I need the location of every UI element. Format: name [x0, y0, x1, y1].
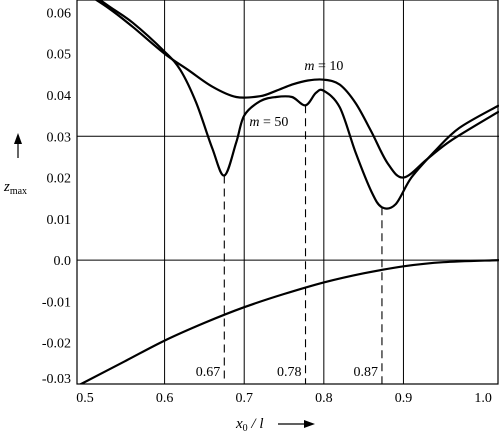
x-tick-label: 0.6 [156, 391, 174, 406]
annotation-label: 0.78 [277, 365, 302, 380]
grid-lines [77, 0, 499, 384]
y-tick-label: 0.05 [47, 48, 72, 63]
series-line-0 [94, 0, 499, 179]
y-tick-labels: 0.06 0.05 0.04 0.03 0.02 0.01 0.0 -0.01 -0.02 -0.… [42, 6, 71, 387]
x-tick-label: 0.8 [315, 391, 333, 406]
x-axis-label-sub: 0 [243, 423, 248, 434]
series-labels: m = 10 m = 50 [249, 59, 343, 130]
y-tick-label: 0.01 [47, 213, 72, 228]
y-tick-label: 0.04 [47, 89, 72, 104]
x-tick-label: 1.0 [474, 391, 492, 406]
y-tick-label: 0.0 [54, 254, 72, 269]
series-label-1: m = 50 [249, 115, 288, 130]
x-axis-label-rest: / l [248, 416, 264, 432]
x-tick-label: 0.5 [76, 391, 94, 406]
x-axis-label-main: x [235, 416, 243, 432]
y-axis-arrowhead-icon [14, 133, 22, 144]
curves [78, 0, 499, 384]
annotations: 0.67 0.78 0.87 [196, 365, 378, 380]
series-line-1 [98, 0, 499, 210]
annotation-label: 0.67 [196, 365, 221, 380]
x-axis-label: x0 / l [235, 416, 315, 434]
x-tick-labels: 0.5 0.6 0.7 0.8 0.9 1.0 [76, 391, 492, 406]
y-axis-label-main: z [3, 179, 10, 195]
svg-text:x0 / l: x0 / l [235, 416, 264, 434]
annotation-label: 0.87 [353, 365, 378, 380]
x-tick-label: 0.9 [395, 391, 413, 406]
x-tick-label: 0.7 [235, 391, 253, 406]
dashed-guides [223, 105, 383, 384]
series-line-2 [78, 259, 499, 384]
y-tick-label: 0.02 [47, 172, 72, 187]
y-axis-label-sub: max [10, 186, 27, 197]
x-axis-arrowhead-icon [304, 420, 315, 428]
plot-frame [76, 0, 499, 385]
y-tick-label: -0.01 [42, 295, 71, 310]
svg-text:zmax: zmax [3, 179, 27, 197]
y-tick-label: -0.02 [42, 337, 71, 352]
y-tick-label: 0.06 [47, 6, 72, 21]
series-label-0: m = 10 [304, 59, 343, 74]
y-tick-label: -0.03 [42, 372, 71, 387]
y-tick-label: 0.03 [47, 130, 72, 145]
y-axis-label: zmax [3, 133, 27, 197]
